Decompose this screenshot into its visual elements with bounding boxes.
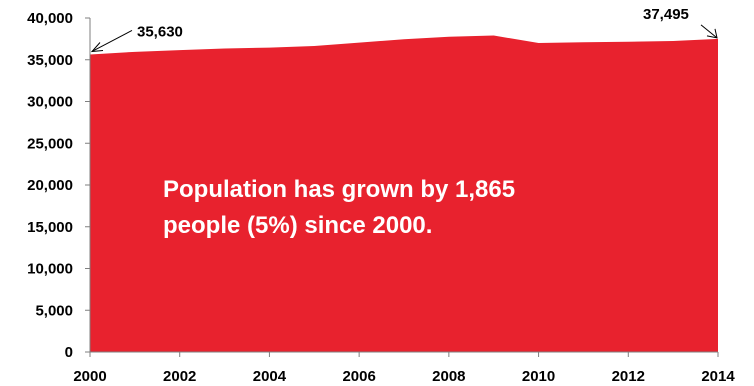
- y-tick-labels: 0 5,000 10,000 15,000 20,000 25,000 30,000 35,0…: [27, 10, 73, 361]
- y-tick-label: 15,000: [27, 219, 73, 236]
- x-tick-label: 2002: [163, 368, 196, 385]
- x-tick-marks: [89, 352, 719, 357]
- x-tick-label: 2000: [73, 368, 106, 385]
- end-value-arrowhead: [706, 28, 718, 39]
- y-tick-label: 25,000: [27, 135, 73, 152]
- start-value-label: 35,630: [137, 23, 183, 40]
- callout-line-1: Population has grown by 1,865: [163, 176, 515, 203]
- y-tick-label: 30,000: [27, 94, 73, 111]
- start-value-arrowhead: [90, 42, 104, 53]
- end-value-label: 37,495: [643, 6, 689, 23]
- y-tick-label: 35,000: [27, 52, 73, 69]
- y-tick-label: 5,000: [35, 302, 73, 319]
- y-tick-label: 20,000: [27, 177, 73, 194]
- population-area-series: [90, 35, 718, 352]
- x-axis: 2000 2002 2004 2006 2008 2010 2012 2014: [73, 351, 735, 385]
- start-value-arrow: [91, 30, 133, 52]
- plot-area: [90, 35, 718, 352]
- callout-line-2: people (5%) since 2000.: [163, 212, 432, 239]
- x-tick-label: 2010: [522, 368, 555, 385]
- growth-callout: Population has grown by 1,865 people (5%…: [163, 176, 515, 239]
- x-tick-label: 2014: [701, 368, 735, 385]
- y-tick-label: 0: [65, 344, 73, 361]
- value-annotations: 35,630 37,495: [90, 6, 718, 53]
- x-tick-label: 2006: [342, 368, 375, 385]
- x-tick-labels: 2000 2002 2004 2006 2008 2010 2012 2014: [73, 368, 735, 385]
- y-tick-label: 10,000: [27, 261, 73, 278]
- x-tick-label: 2012: [612, 368, 645, 385]
- y-tick-label: 40,000: [27, 10, 73, 27]
- x-tick-label: 2004: [253, 368, 287, 385]
- y-tick-marks: [85, 17, 90, 353]
- y-axis: 0 5,000 10,000 15,000 20,000 25,000 30,000 35,0…: [27, 10, 91, 361]
- x-tick-label: 2008: [432, 368, 465, 385]
- end-value-arrow: [700, 24, 718, 39]
